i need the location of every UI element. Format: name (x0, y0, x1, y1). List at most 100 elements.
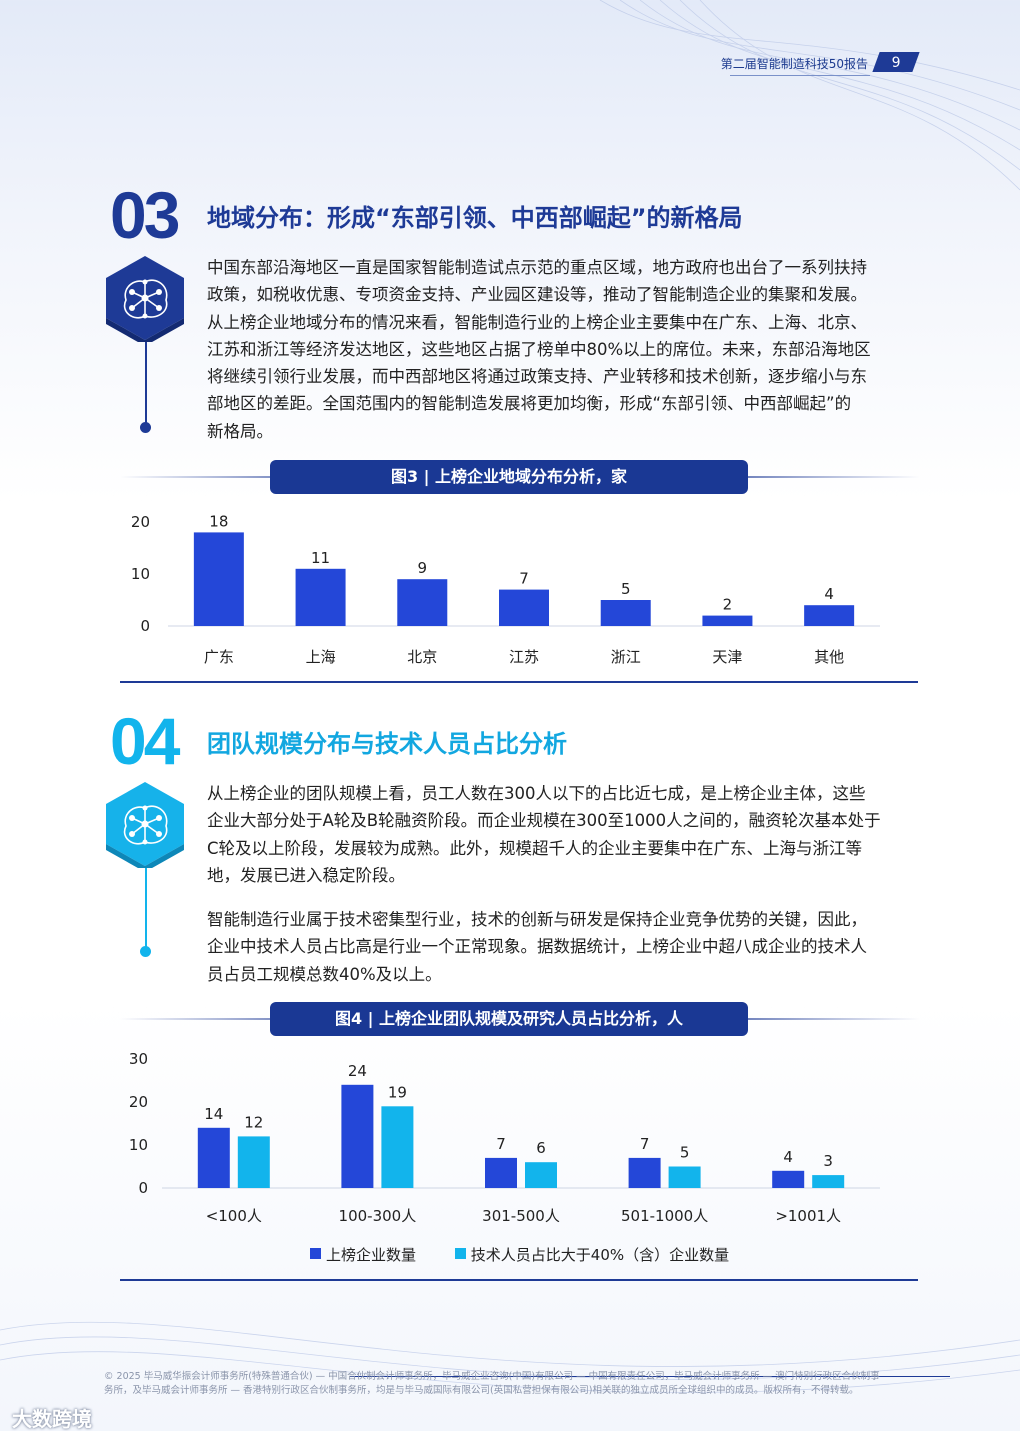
text-line: 地，发展已进入稳定阶段。 (207, 865, 405, 885)
data-label: 19 (388, 1083, 407, 1101)
data-label: 6 (536, 1139, 546, 1157)
page-number-badge: 9 (872, 52, 920, 72)
legend-swatch (454, 1248, 466, 1259)
text-line: 政策，如税收优惠、专项资金支持、产业园区建设等，推动了智能制造企业的集聚和发展。 (207, 285, 867, 305)
bar (341, 1084, 374, 1188)
section-04-paragraph-1: 从上榜企业的团队规模上看，员工人数在300人以下的占比近七成，是上榜企业主体，这… (207, 780, 927, 889)
data-label: 4 (783, 1148, 793, 1166)
text-line: 将继续引领行业发展，而中西部地区将通过政策支持、产业转移和技术创新，逐步缩小与东 (207, 367, 867, 387)
data-label: 5 (621, 580, 631, 598)
page-number: 9 (891, 55, 901, 71)
bar (295, 568, 346, 626)
section-04-timeline-dot (140, 946, 151, 957)
bar (397, 579, 448, 626)
legend-label: 技术人员占比大于40%（含）企业数量 (470, 1246, 730, 1264)
text-line: 中国东部沿海地区一直是国家智能制造试点示范的重点区域，地方政府也出台了一系列扶持 (207, 258, 867, 277)
data-label: 9 (418, 559, 428, 577)
section-04-timeline (145, 868, 147, 950)
bar (772, 1170, 805, 1188)
text-line: 企业大部分处于A轮及B轮融资阶段。而企业规模在300至1000人之间的，融资轮次… (207, 811, 881, 831)
figure-3-caption-bar: 图3 | 上榜企业地域分布分析，家 (120, 460, 920, 494)
legend-label: 上榜企业数量 (326, 1246, 417, 1264)
data-label: 2 (723, 596, 733, 614)
text-line: C轮及以上阶段，发展较为成熟。此外，规模超千人的企业主要集中在广东、上海与浙江等 (207, 838, 863, 858)
data-label: 12 (244, 1113, 263, 1131)
bar (628, 1157, 661, 1188)
watermark: 大数跨境 (12, 1407, 92, 1431)
figure-3-caption: 图3 | 上榜企业地域分布分析，家 (270, 460, 748, 494)
section-03-paragraph: 中国东部沿海地区一直是国家智能制造试点示范的重点区域，地方政府也出台了一系列扶持… (207, 254, 927, 445)
copyright-footer: © 2025 毕马威华振会计师事务所(特殊普通合伙) — 中国合伙制会计师事务所… (104, 1370, 924, 1398)
section-divider (120, 1279, 918, 1281)
x-tick-label: <100人 (206, 1207, 262, 1225)
section-number: 04 (110, 704, 180, 778)
text-line: 智能制造行业属于技术密集型行业，技术的创新与研发是保持企业竞争优势的关键，因此， (207, 910, 867, 929)
data-label: 24 (348, 1062, 367, 1080)
footer-line: 务所，及毕马威会计师事务所 — 香港特别行政区合伙制事务所，均是与毕马威国际有限… (104, 1385, 859, 1396)
figure-4-caption-bar: 图4 | 上榜企业团队规模及研究人员占比分析，人 (120, 1002, 920, 1036)
section-03-badge: 03 (104, 182, 186, 342)
team-size-bar-chart: 0 10 20 30 14 12 <100人 24 19 100-300人 7 6 301-500人 7 5… (129, 1050, 880, 1225)
legend-item: 技术人员占比大于40%（含）企业数量 (454, 1244, 730, 1265)
bar (381, 1106, 414, 1188)
bar (804, 605, 855, 626)
header-rule (730, 75, 870, 76)
section-04-paragraph-2: 智能制造行业属于技术密集型行业，技术的创新与研发是保持企业竞争优势的关键，因此，… (207, 906, 927, 988)
bar (600, 600, 651, 626)
figure-4-caption: 图4 | 上榜企业团队规模及研究人员占比分析，人 (270, 1002, 748, 1036)
legend-swatch (310, 1248, 321, 1259)
x-tick-label: 100-300人 (339, 1207, 417, 1225)
x-tick-label: 浙江 (611, 648, 641, 666)
brain-network-icon (106, 256, 184, 342)
bar (237, 1136, 270, 1188)
data-label: 11 (311, 549, 330, 567)
section-03-timeline (145, 342, 147, 426)
y-tick-label: 20 (129, 1093, 148, 1111)
text-line: 部地区的差距。全国范围内的智能制造发展将更加均衡，形成“东部引领、中西部崛起”的 (207, 394, 852, 414)
x-tick-label: 天津 (712, 648, 742, 666)
text-line: 从上榜企业的团队规模上看，员工人数在300人以下的占比近七成，是上榜企业主体，这… (207, 784, 866, 803)
page-header: 第二届智能制造科技50报告 9 (560, 52, 920, 76)
bar (193, 532, 244, 626)
x-tick-label: 501-1000人 (621, 1207, 708, 1225)
x-tick-label: 其他 (814, 648, 844, 666)
x-tick-label: 上海 (306, 648, 336, 666)
bar (485, 1157, 517, 1188)
data-label: 5 (680, 1144, 690, 1162)
y-tick-label: 10 (131, 565, 150, 583)
x-tick-label: 江苏 (509, 648, 539, 666)
section-number: 03 (110, 178, 180, 252)
x-tick-label: 北京 (407, 648, 437, 666)
data-label: 14 (204, 1105, 223, 1123)
x-tick-label: 广东 (204, 648, 234, 666)
x-tick-label: 301-500人 (482, 1207, 560, 1225)
section-divider (120, 681, 918, 683)
section-04-badge: 04 (104, 708, 186, 868)
y-tick-label: 20 (131, 513, 150, 531)
y-tick-label: 0 (138, 1179, 148, 1197)
y-tick-label: 0 (140, 617, 150, 635)
data-label: 7 (519, 570, 529, 588)
report-title: 第二届智能制造科技50报告 (720, 57, 868, 71)
footer-rule (350, 1376, 950, 1377)
y-tick-label: 10 (129, 1136, 148, 1154)
text-line: 企业中技术人员占比高是行业一个正常现象。据数据统计，上榜企业中超八成企业的技术人 (207, 937, 867, 957)
text-line: 员占员工规模总数40%及以上。 (207, 964, 442, 984)
brain-network-icon (106, 782, 184, 868)
bar (812, 1175, 845, 1188)
regional-distribution-bar-chart: 0 10 20 18 广东 11 上海 9 北京 7 江苏 5 浙江 2 天津 4 其他 (131, 512, 880, 666)
text-line: 新格局。 (207, 421, 273, 441)
section-04-title: 团队规模分布与技术人员占比分析 (207, 730, 567, 758)
data-label: 7 (496, 1135, 506, 1153)
bar (499, 589, 549, 626)
bar (525, 1162, 557, 1188)
bar (197, 1127, 230, 1188)
text-line: 从上榜企业地域分布的情况来看，智能制造行业的上榜企业主要集中在广东、上海、北京、 (207, 312, 867, 332)
legend-item: 上榜企业数量 (310, 1244, 416, 1265)
data-label: 3 (823, 1152, 833, 1170)
footer-line: © 2025 毕马威华振会计师事务所(特殊普通合伙) — 中国合伙制会计师事务所… (104, 1371, 880, 1382)
data-label: 18 (209, 512, 228, 530)
bar (702, 615, 753, 626)
section-03-title: 地域分布：形成“东部引领、中西部崛起”的新格局 (207, 204, 743, 232)
y-tick-label: 30 (129, 1050, 148, 1068)
